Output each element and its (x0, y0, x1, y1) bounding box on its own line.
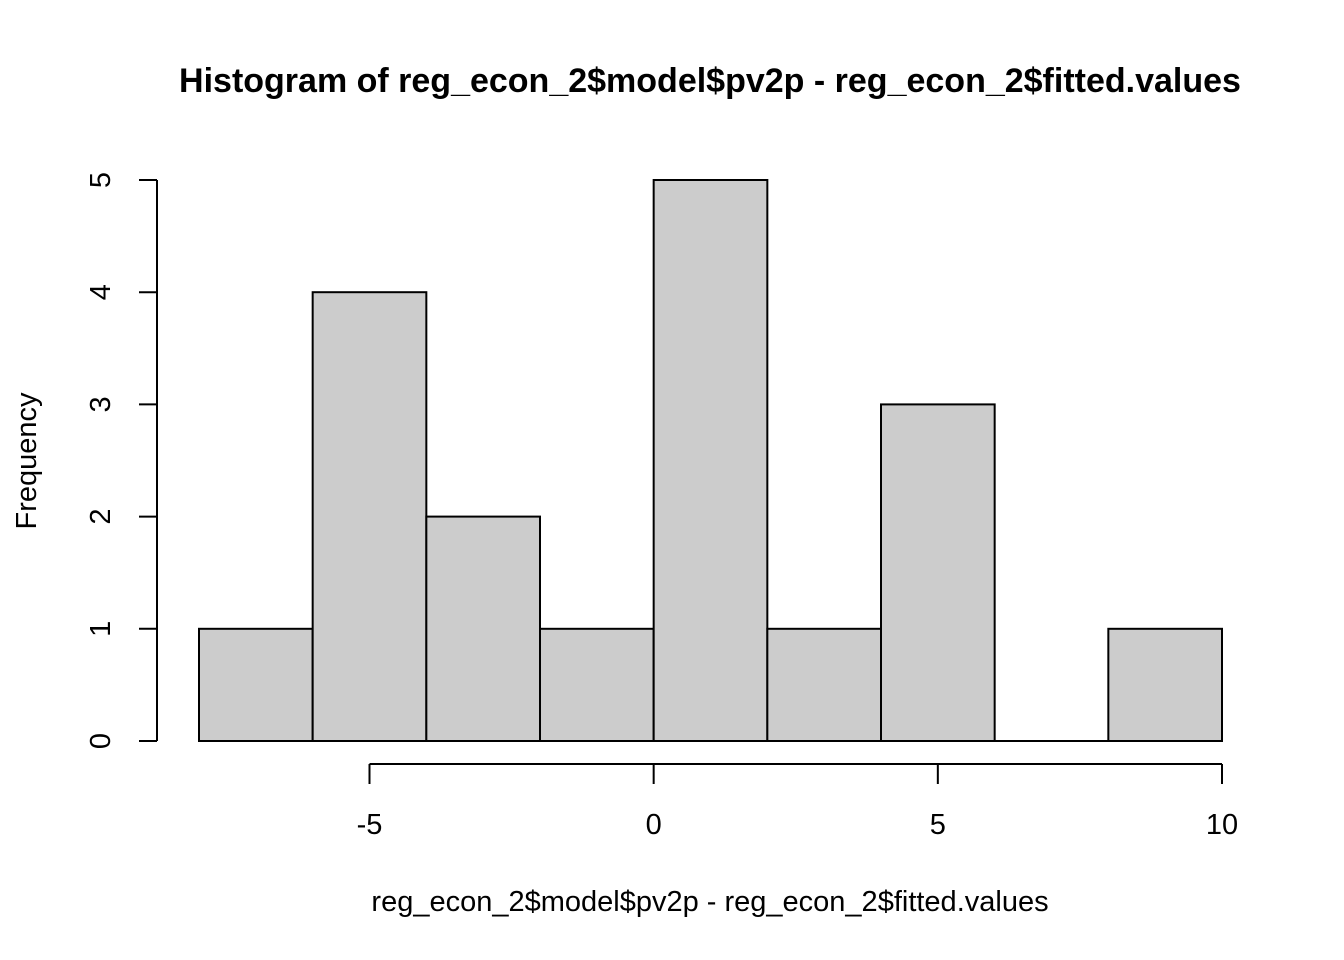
histogram-bar (880, 403, 996, 742)
x-axis-label: reg_econ_2$model$pv2p - reg_econ_2$fitte… (371, 886, 1048, 918)
x-tick-label: -5 (357, 809, 383, 841)
x-axis: -5 0 5 10 (357, 763, 1238, 841)
histogram-bar (198, 627, 314, 742)
y-tick-label: 5 (85, 172, 117, 188)
y-tick-label: 0 (85, 733, 117, 749)
y-tick-label: 1 (85, 621, 117, 637)
bars-group (198, 179, 1224, 742)
y-tick-label: 4 (85, 284, 117, 300)
histogram-bar (311, 291, 428, 742)
y-tick-label: 3 (85, 396, 117, 412)
histogram-bar (425, 515, 542, 742)
histogram-bar (539, 627, 655, 742)
histogram-bar (652, 179, 769, 742)
histogram-bar (1107, 627, 1224, 742)
histogram-bar (766, 627, 882, 742)
chart-title: Histogram of reg_econ_2$model$pv2p - reg… (179, 62, 1241, 100)
x-tick-label: 5 (930, 809, 946, 841)
y-axis-label: Frequency (11, 392, 43, 530)
x-tick-label: 10 (1206, 809, 1238, 841)
y-axis: 0 1 2 3 4 5 (85, 172, 158, 749)
y-tick-label: 2 (85, 509, 117, 525)
x-tick-label: 0 (646, 809, 662, 841)
